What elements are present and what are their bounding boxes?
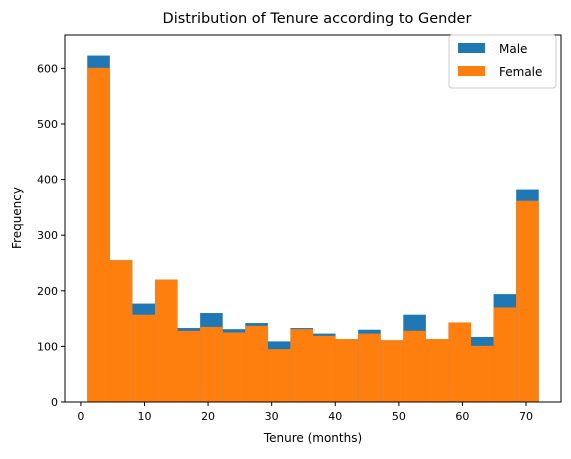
bar-female-5 [200, 326, 223, 402]
x-tick-label: 0 [77, 410, 84, 423]
y-tick-label: 500 [37, 118, 58, 131]
y-tick-label: 200 [37, 285, 58, 298]
bar-female-1 [109, 260, 133, 402]
legend-swatch-male [458, 43, 485, 53]
bar-female-6 [222, 332, 246, 402]
bar-female-12 [358, 333, 381, 402]
bar-female-19 [516, 200, 539, 402]
bar-female-16 [448, 322, 472, 402]
bar-female-13 [380, 340, 404, 402]
legend-label-male: Male [499, 42, 527, 56]
y-axis-label: Frequency [10, 187, 24, 249]
x-tick-label: 20 [201, 410, 215, 423]
y-axis-ticks: 0 100 200 300 400 500 600 [37, 62, 65, 409]
bar-female-10 [313, 335, 336, 402]
x-axis-ticks: 0 10 20 30 40 50 60 70 [77, 402, 533, 423]
x-tick-label: 40 [328, 410, 342, 423]
legend-swatch-female [458, 66, 485, 76]
bar-female-9 [290, 329, 313, 402]
bar-female-14 [403, 330, 426, 402]
x-axis-label: Tenure (months) [263, 431, 362, 445]
x-tick-label: 50 [392, 410, 406, 423]
bar-female-3 [154, 279, 178, 402]
y-tick-label: 100 [37, 340, 58, 353]
x-tick-label: 60 [455, 410, 469, 423]
y-tick-label: 600 [37, 62, 58, 75]
bar-female-0 [87, 67, 110, 402]
bar-female-17 [471, 345, 494, 402]
y-tick-label: 300 [37, 229, 58, 242]
bar-female-2 [132, 314, 155, 402]
bars-layer [87, 55, 539, 402]
x-tick-label: 30 [265, 410, 279, 423]
legend: Male Female [448, 34, 557, 89]
bar-female-8 [267, 349, 291, 402]
bar-female-11 [335, 339, 359, 402]
bar-female-4 [177, 330, 201, 402]
bar-female-15 [425, 339, 449, 402]
y-tick-label: 0 [51, 396, 58, 409]
bar-female-18 [493, 307, 517, 402]
x-tick-label: 10 [137, 410, 151, 423]
legend-label-female: Female [499, 65, 542, 79]
chart-title: Distribution of Tenure according to Gend… [163, 11, 472, 27]
plot-frame [64, 34, 562, 403]
bar-female-7 [245, 325, 268, 402]
x-tick-label: 70 [519, 410, 533, 423]
y-tick-label: 400 [37, 174, 58, 187]
